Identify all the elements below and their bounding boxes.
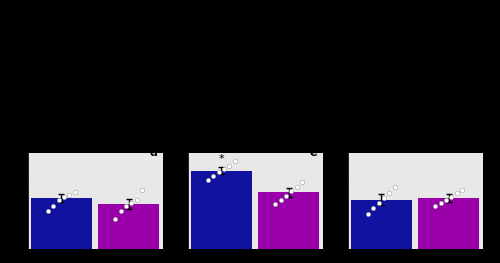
Point [214, 170, 222, 174]
Bar [31, 198, 92, 249]
Point [128, 201, 136, 205]
Point [293, 185, 301, 189]
Title: GluN2B: GluN2B [236, 143, 274, 152]
Point [271, 202, 279, 206]
Point [276, 198, 284, 202]
Point [386, 191, 394, 195]
Text: e: e [310, 148, 317, 158]
Y-axis label: Means Med O.D. / Lat O.D.: Means Med O.D. / Lat O.D. [4, 159, 10, 242]
Point [298, 180, 306, 184]
Y-axis label: Means Med O.D. / Lat O.D.: Means Med O.D. / Lat O.D. [164, 159, 170, 242]
Point [374, 201, 382, 205]
Point [380, 196, 388, 200]
Point [288, 189, 296, 193]
Point [111, 217, 120, 221]
Point [116, 209, 124, 213]
Point [204, 178, 212, 183]
Title: GluN2D: GluN2D [396, 143, 434, 152]
Point [44, 209, 52, 213]
Point [458, 188, 466, 192]
Bar [418, 198, 479, 249]
Point [436, 201, 444, 205]
Bar [258, 192, 319, 249]
Bar [98, 204, 159, 249]
Point [138, 188, 146, 192]
Point [364, 212, 372, 216]
Bar [351, 200, 412, 249]
Point [122, 204, 130, 208]
Point [209, 174, 217, 178]
Point [231, 159, 239, 163]
Point [49, 204, 57, 208]
Point [54, 198, 62, 202]
Point [133, 198, 141, 202]
Bar [191, 171, 252, 249]
Point [442, 198, 450, 202]
Point [282, 194, 290, 198]
Point [391, 185, 399, 189]
Point [453, 191, 461, 195]
Text: d: d [150, 148, 158, 158]
Point [431, 204, 440, 208]
Point [448, 195, 456, 199]
Point [226, 164, 234, 168]
Text: *: * [218, 154, 224, 164]
Point [60, 195, 68, 199]
Point [66, 193, 74, 197]
Title: GluN2A: GluN2A [76, 143, 114, 152]
Point [369, 206, 377, 210]
Y-axis label: Means Med O.D. / Lat O.D.: Means Med O.D. / Lat O.D. [324, 159, 330, 242]
Point [220, 167, 228, 171]
Point [71, 190, 79, 194]
